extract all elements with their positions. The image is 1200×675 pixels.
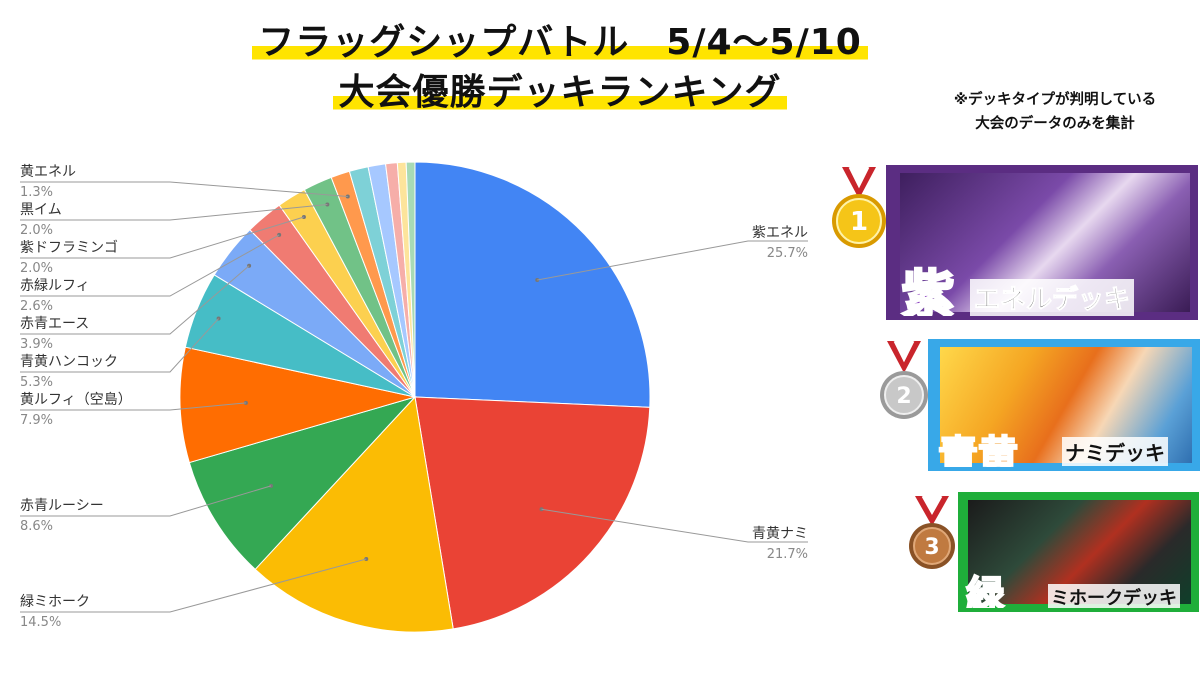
rank-2-card: 青黄 ナミデッキ <box>928 339 1200 471</box>
slice-value-2: 14.5% <box>20 615 61 630</box>
slice-value-5: 5.3% <box>20 375 53 390</box>
title-text-1: フラッグシップバトル 5/4〜5/10 <box>252 22 868 63</box>
chart-title: フラッグシップバトル 5/4〜5/10 大会優勝デッキランキング <box>180 18 940 118</box>
rank-1-deck-label: エネルデッキ <box>970 279 1135 316</box>
leader-line-6 <box>20 265 250 335</box>
slice-label-2: 緑ミホーク <box>20 594 90 610</box>
leader-line-10 <box>20 181 348 197</box>
slice-value-9: 2.0% <box>20 223 53 238</box>
pie-slice-0 <box>414 161 651 408</box>
pie-slice-1 <box>414 396 651 630</box>
slice-label-8: 紫ドフラミンゴ <box>20 239 118 256</box>
slice-label-6: 赤青エース <box>20 316 89 332</box>
slice-value-3: 8.6% <box>20 519 53 534</box>
slice-label-0: 紫エネル <box>752 225 808 241</box>
pie-slice-4 <box>179 346 416 464</box>
leader-line-7 <box>20 234 280 297</box>
rank-2-deck-label: ナミデッキ <box>1062 437 1168 466</box>
leader-line-9 <box>20 204 328 221</box>
leader-line-4 <box>20 402 246 411</box>
title-line-1: フラッグシップバトル 5/4〜5/10 <box>180 18 940 68</box>
medal-gold-icon: 1 <box>828 165 890 255</box>
data-note: ※デッキタイプが判明している 大会のデータのみを集計 <box>905 88 1200 136</box>
note-line-2: 大会のデータのみを集計 <box>975 116 1135 132</box>
slice-label-4: 黄ルフィ（空島） <box>20 391 132 408</box>
title-text-2: 大会優勝デッキランキング <box>332 72 788 113</box>
rank-2-color-label: 青黄 <box>937 432 1019 471</box>
title-line-2: 大会優勝デッキランキング <box>180 68 940 118</box>
slice-value-7: 2.6% <box>20 299 53 314</box>
slice-label-7: 赤緑ルフィ <box>20 278 90 294</box>
rank-3-color-label: 緑 <box>965 572 1005 612</box>
pie-slices <box>179 161 651 633</box>
leader-line-3 <box>20 485 272 517</box>
leader-line-8 <box>20 216 305 259</box>
pie-labels: 紫エネル 25.7% 青黄ナミ 21.7% 緑ミホーク 14.5% 赤青ルーシー 8.6% 黄ル… <box>20 163 808 630</box>
rank-1-card: 紫 エネルデッキ <box>886 165 1198 320</box>
leader-line-2 <box>20 558 367 613</box>
slice-value-1: 21.7% <box>767 547 808 562</box>
slice-label-5: 青黄ハンコック <box>20 353 118 370</box>
pie-slice-2 <box>254 395 454 633</box>
slice-label-1: 青黄ナミ <box>752 525 808 542</box>
medal-3-rank: 3 <box>924 535 939 560</box>
pie-slice-15 <box>405 161 416 398</box>
slice-value-6: 3.9% <box>20 337 53 352</box>
note-line-1: ※デッキタイプが判明している <box>953 92 1157 108</box>
rank-3-deck-label: ミホークデッキ <box>1048 584 1180 608</box>
leader-line-0 <box>537 240 808 281</box>
slice-value-0: 25.7% <box>767 246 808 261</box>
slice-value-8: 2.0% <box>20 261 53 276</box>
pie-chart: 紫エネル 25.7% 青黄ナミ 21.7% 緑ミホーク 14.5% 赤青ルーシー 8.6% 黄ル… <box>20 161 808 633</box>
medal-2-rank: 2 <box>896 384 911 409</box>
medal-silver-icon: 2 <box>873 339 935 429</box>
slice-label-10: 黄エネル <box>20 163 76 180</box>
leader-line-1 <box>541 508 808 543</box>
slice-value-10: 1.3% <box>20 185 53 200</box>
pie-slice-3 <box>188 396 417 571</box>
slice-label-3: 赤青ルーシー <box>20 498 104 514</box>
rank-3-card: 緑 ミホークデッキ <box>958 492 1199 612</box>
slice-label-9: 黒イム <box>20 202 62 218</box>
slice-value-4: 7.9% <box>20 413 53 428</box>
rank-1-color-label: 紫 <box>900 265 955 320</box>
leader-line-5 <box>20 318 219 373</box>
medal-bronze-icon: 3 <box>903 494 961 574</box>
medal-1-rank: 1 <box>850 207 868 237</box>
